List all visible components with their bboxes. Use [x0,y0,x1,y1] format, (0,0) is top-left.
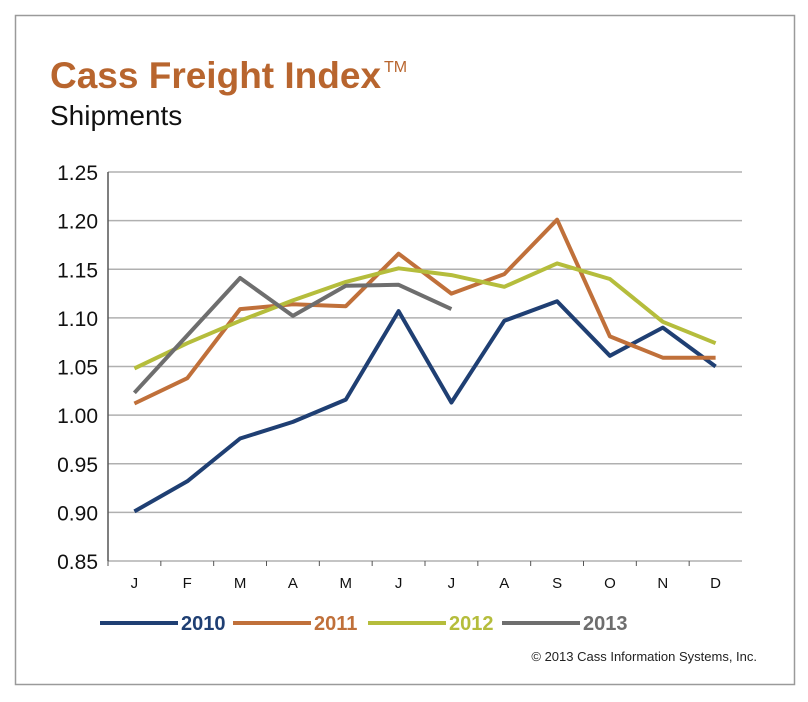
y-tick-label: 1.25 [57,162,98,185]
y-tick-label: 1.10 [57,308,98,331]
legend-label: 2012 [449,613,494,635]
legend-label: 2011 [314,613,357,635]
chart-title: Cass Freight Index TM [50,55,407,96]
legend-label: 2013 [583,613,628,635]
y-tick-label: 1.20 [57,211,98,234]
series-line [133,261,717,371]
x-tick-label: A [288,575,298,592]
x-tick-label: M [234,575,247,592]
credit: © 2013 Cass Information Systems, Inc. [531,649,757,664]
y-tick-label: 1.00 [57,405,98,428]
frame [14,14,796,686]
chart-subtitle: Shipments [50,100,182,131]
y-tick-label: 0.95 [57,454,98,477]
x-tick-label: O [604,575,616,592]
x-tick-label: S [552,575,562,592]
y-tick-label: 0.90 [57,502,98,525]
y-tick-label: 1.15 [57,259,98,282]
y-tick-label: 1.05 [57,357,98,380]
x-tick-label: J [448,575,456,592]
title-mark: TM [384,59,407,76]
x-tick-label: N [657,575,668,592]
x-tick-label: J [131,575,139,592]
y-tick-label: 0.85 [57,551,98,574]
x-tick-label: A [499,575,509,592]
legend-label: 2010 [181,613,226,635]
series-line [133,299,717,514]
series-line [132,276,453,395]
x-tick-label: D [710,575,721,592]
x-tick-label: J [395,575,403,592]
title-text: Cass Freight Index [50,55,381,96]
x-tick-label: M [340,575,353,592]
x-tick-label: F [183,575,192,592]
